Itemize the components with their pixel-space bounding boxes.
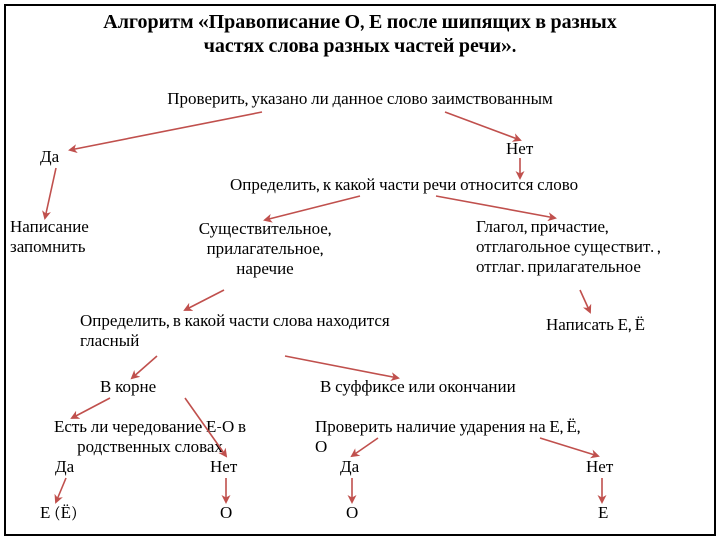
node-verb-l2: отглагольное существит. , [476, 238, 661, 258]
node-noun-l3: наречие [160, 260, 370, 280]
node-word-part-l1: Определить, в какой части слова находитс… [80, 312, 390, 332]
title-line1: Алгоритм «Правописание О, Е после шипящи… [0, 10, 720, 33]
node-alternation-l2: родственных словах [20, 438, 280, 458]
node-da1: Да [40, 148, 59, 168]
flowchart-canvas: Алгоритм «Правописание О, Е после шипящи… [0, 0, 720, 540]
node-part-of-speech: Определить, к какой части речи относится… [230, 176, 578, 196]
node-verb-l3: отглаг. прилагательное [476, 258, 641, 278]
node-alternation-l1: Есть ли чередование Е-О в [20, 418, 280, 438]
node-memorize-l1: Написание [10, 218, 89, 238]
node-result-o-1: О [220, 504, 232, 524]
node-suffix: В суффиксе или окончании [320, 378, 516, 398]
title-line2: частях слова разных частей речи». [0, 34, 720, 57]
node-result-e: Е [598, 504, 608, 524]
node-result-o-2: О [346, 504, 358, 524]
node-net2: Нет [210, 458, 237, 478]
node-word-part-l2: гласный [80, 332, 139, 352]
node-memorize-l2: запомнить [10, 238, 85, 258]
node-noun-l1: Существительное, [160, 220, 370, 240]
node-stress-l2: О [315, 438, 327, 458]
node-net3: Нет [586, 458, 613, 478]
node-result-e-yo: Е (Ё) [40, 504, 78, 524]
node-stress-l1: Проверить наличие ударения на Е, Ё, [315, 418, 580, 438]
node-check-loanword: Проверить, указано ли данное слово заимс… [100, 90, 620, 110]
node-da2: Да [55, 458, 74, 478]
node-write-e-yo: Написать Е, Ё [546, 316, 645, 336]
node-net1: Нет [506, 140, 533, 160]
node-noun-l2: прилагательное, [160, 240, 370, 260]
node-root: В корне [100, 378, 156, 398]
node-verb-l1: Глагол, причастие, [476, 218, 609, 238]
node-da3: Да [340, 458, 359, 478]
